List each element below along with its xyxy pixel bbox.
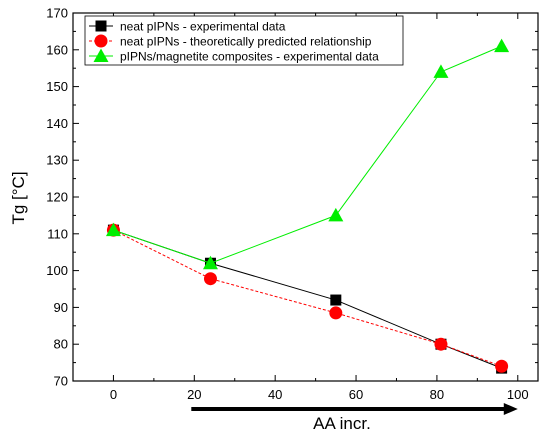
y-tick-label: 130: [46, 153, 68, 168]
data-point-triangle: [328, 207, 344, 222]
legend-entry: pIPNs/magnetite composites - experimenta…: [120, 50, 379, 64]
series-layer: [105, 38, 510, 374]
x-tick-label: 0: [110, 387, 117, 402]
series-2: [106, 223, 509, 373]
legend-entry: neat pIPNs - theoretically predicted rel…: [120, 35, 372, 49]
y-tick-label: 150: [46, 79, 68, 94]
x-tick-label: 80: [430, 387, 444, 402]
y-tick-label: 90: [54, 300, 68, 315]
y-tick-label: 70: [54, 374, 68, 389]
data-point-circle: [434, 337, 448, 351]
data-point-square: [95, 20, 107, 32]
legend-entry: neat pIPNs - experimental data: [120, 20, 286, 34]
data-point-circle: [495, 359, 509, 373]
y-axis-title: Tg [°C]: [9, 171, 28, 224]
x-tick-label: 40: [268, 387, 282, 402]
y-tick-label: 80: [54, 337, 68, 352]
x-tick-label: 20: [187, 387, 201, 402]
data-point-circle: [329, 306, 343, 320]
y-tick-label: 160: [46, 42, 68, 57]
x-tick-label: 60: [349, 387, 363, 402]
data-point-triangle: [93, 48, 109, 62]
data-point-triangle: [494, 38, 510, 53]
y-tick-label: 110: [47, 226, 68, 241]
data-point-circle: [203, 272, 217, 286]
data-point-triangle: [433, 64, 449, 78]
plot-frame: [72, 12, 539, 382]
data-point-circle: [94, 34, 108, 48]
y-tick-label: 120: [46, 190, 68, 205]
axes: 0 20 40 60 80 100 70 80 90 100 110 120 130 140 150 160 1…: [46, 6, 539, 415]
data-point-triangle: [202, 255, 218, 270]
x-axis-title: AA incr.: [313, 414, 371, 433]
series-1: [107, 224, 508, 374]
data-point-triangle: [105, 222, 121, 237]
series-line: [113, 45, 502, 264]
series-3: [105, 38, 510, 270]
y-tick-label: 140: [46, 116, 68, 131]
y-tick-label: 170: [46, 6, 68, 21]
data-point-square: [330, 294, 342, 306]
legend-box: [84, 15, 404, 66]
series-line: [113, 229, 502, 367]
y-tick-label: 100: [46, 263, 68, 278]
x-tick-label: 100: [507, 387, 529, 402]
direction-arrow-head: [503, 403, 518, 415]
